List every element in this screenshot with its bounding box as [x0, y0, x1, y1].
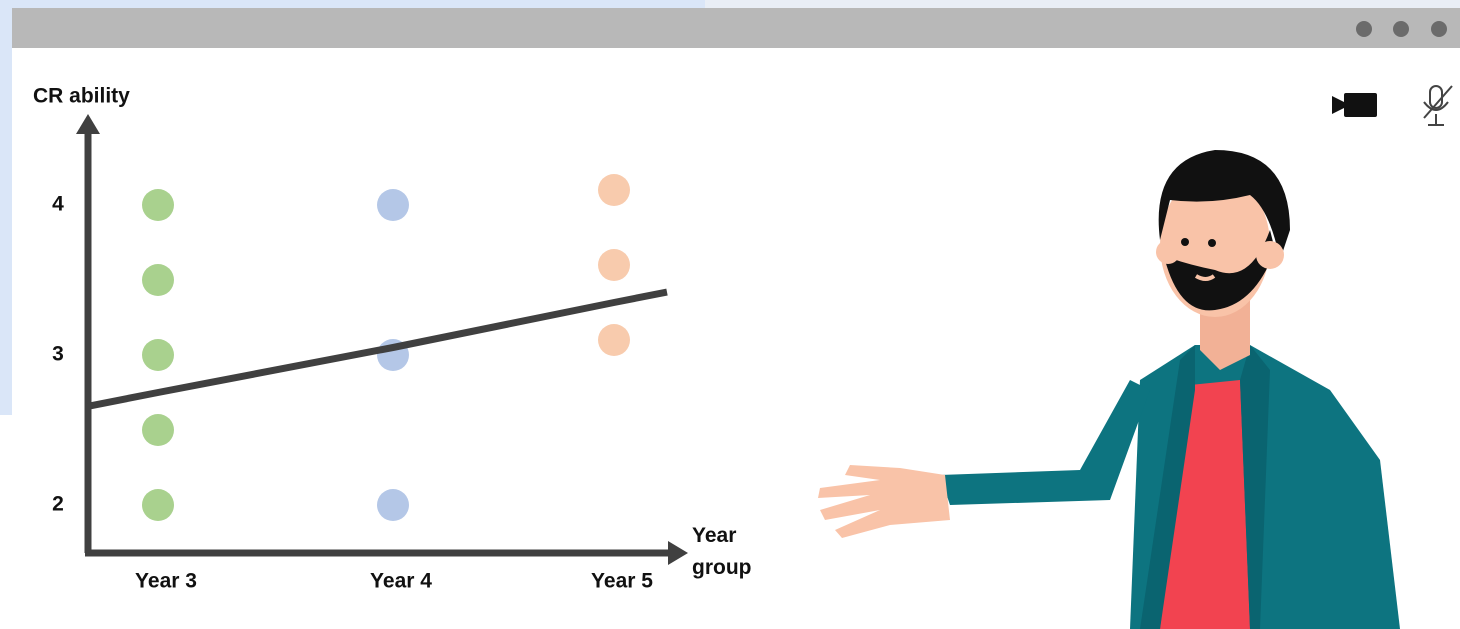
- y-axis-label: CR ability: [33, 85, 130, 108]
- data-point: [142, 339, 174, 371]
- presenter: [818, 150, 1400, 629]
- data-point: [142, 264, 174, 296]
- trend-line: [87, 288, 668, 410]
- title-bar: [12, 8, 1460, 48]
- axes: [76, 114, 688, 565]
- data-point: [142, 414, 174, 446]
- y-tick-label: 3: [52, 343, 64, 366]
- y-tick-label: 2: [52, 493, 64, 516]
- window-dot[interactable]: [1431, 21, 1447, 37]
- data-point: [598, 249, 630, 281]
- x-tick-label: Year 4: [370, 570, 432, 593]
- y-tick-label: 4: [52, 193, 64, 216]
- x-tick-label: Year 5: [591, 570, 653, 593]
- data-point: [377, 489, 409, 521]
- window-edge: [0, 0, 12, 415]
- data-point: [142, 189, 174, 221]
- window-edge: [0, 0, 705, 8]
- data-point: [142, 489, 174, 521]
- x-axis-label: Year group: [692, 524, 752, 579]
- window-dot[interactable]: [1393, 21, 1409, 37]
- window-edge: [705, 0, 1460, 8]
- camera-button[interactable]: [1332, 93, 1377, 117]
- data-point: [377, 189, 409, 221]
- x-tick-label: Year 3: [135, 570, 197, 593]
- window-dot[interactable]: [1356, 21, 1372, 37]
- data-point: [598, 174, 630, 206]
- mic-button[interactable]: [1423, 85, 1453, 126]
- data-point: [598, 324, 630, 356]
